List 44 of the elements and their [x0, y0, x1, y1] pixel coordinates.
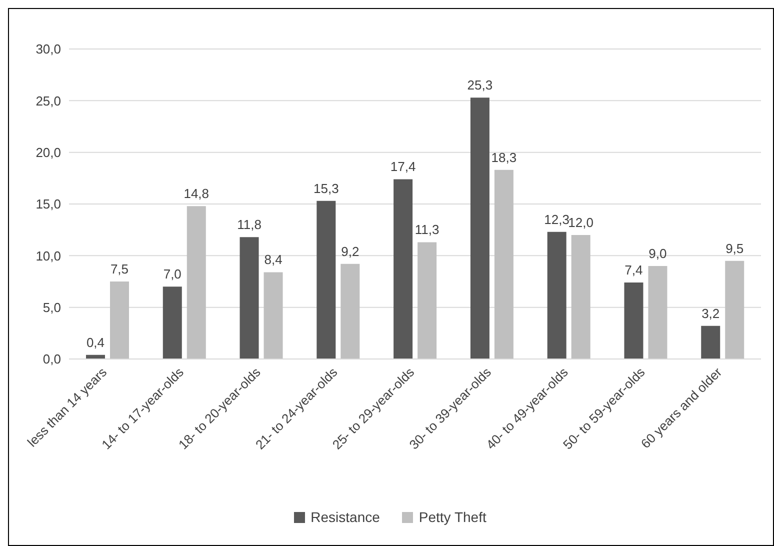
bar: [110, 282, 129, 359]
data-label: 7,5: [110, 262, 129, 276]
data-label: 11,8: [237, 217, 262, 232]
bar: [571, 235, 590, 359]
bar: [394, 179, 413, 359]
data-label: 18,3: [491, 150, 517, 165]
bar: [624, 282, 644, 359]
bar: [470, 98, 490, 359]
y-tick-label: 0,0: [42, 352, 61, 367]
legend-label: Resistance: [310, 509, 380, 525]
data-label: 12,3: [544, 212, 570, 227]
bar: [494, 170, 514, 359]
y-tick-label: 10,0: [36, 248, 61, 264]
y-tick-label: 20,0: [36, 144, 61, 160]
data-label: 14,8: [184, 186, 210, 202]
bar: [648, 266, 668, 359]
bar: [316, 200, 336, 359]
bar: [186, 206, 206, 359]
data-label: 7,0: [163, 266, 182, 282]
legend-label: Petty Theft: [418, 509, 486, 525]
data-label: 25,3: [467, 78, 493, 93]
y-tick-label: 30,0: [36, 42, 61, 57]
data-label: 3,2: [702, 306, 720, 321]
data-label: 11,3: [414, 222, 440, 238]
bar: [340, 264, 360, 359]
bar: [240, 237, 259, 359]
data-label: 9,2: [341, 244, 360, 259]
y-tick-label: 15,0: [36, 196, 61, 212]
bar: [264, 272, 283, 359]
data-label: 17,4: [390, 159, 416, 174]
bar: [701, 326, 720, 359]
bar: [547, 232, 566, 359]
y-tick-label: 5,0: [42, 300, 61, 315]
data-label: 12,0: [568, 215, 594, 230]
data-label: 8,4: [264, 252, 282, 268]
data-label: 7,4: [624, 262, 643, 278]
data-label: 15,3: [314, 180, 339, 196]
bar: [725, 260, 744, 359]
data-label: 9,0: [648, 246, 667, 261]
bar: [418, 242, 437, 359]
y-tick-label: 25,0: [36, 93, 61, 108]
bar: [162, 286, 182, 359]
data-label: 9,5: [726, 240, 744, 256]
data-label: 0,4: [86, 334, 105, 350]
